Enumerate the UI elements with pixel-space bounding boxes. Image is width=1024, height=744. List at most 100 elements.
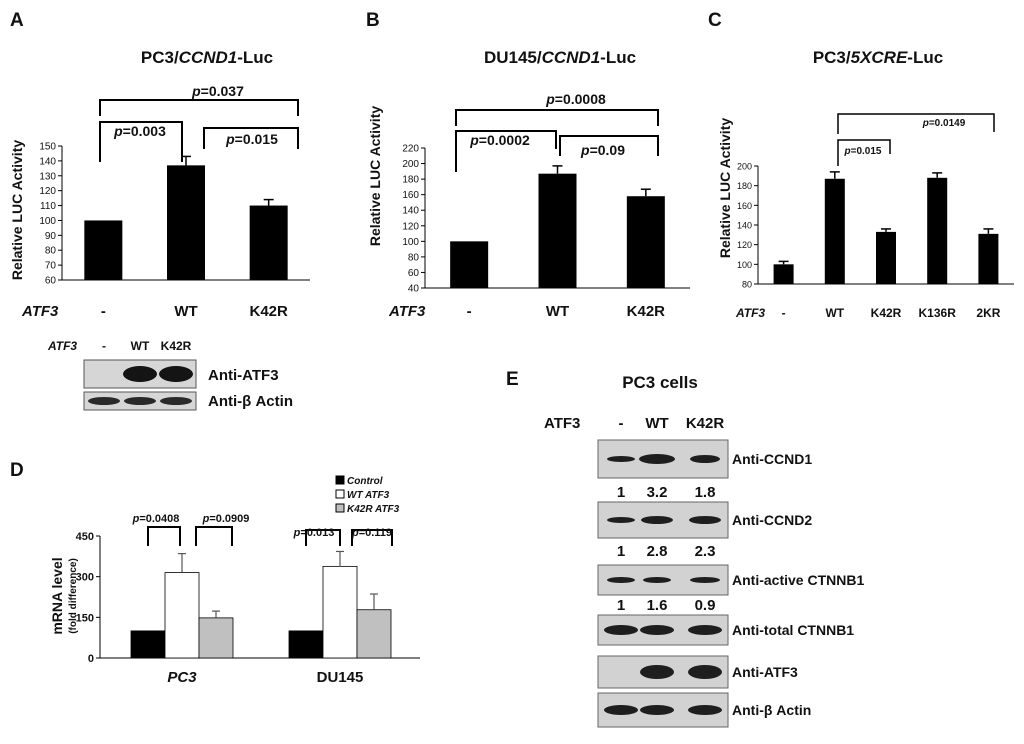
x-tick-label-b: WT — [546, 303, 569, 320]
blot-band-e — [688, 625, 722, 635]
wb-lane-e-1: - — [619, 415, 624, 432]
panel-title-e: PC3 cells — [622, 373, 698, 392]
y-tick-label-a: 90 — [45, 231, 57, 242]
y-tick-label-b: 120 — [402, 221, 419, 232]
band-quant-e: 2.8 — [647, 543, 668, 560]
p-value-d-2: p=0.0909 — [202, 513, 250, 525]
blot-band-e — [640, 665, 674, 679]
bar-a — [249, 205, 288, 280]
y-axis-label-a: Relative LUC Activity — [9, 140, 25, 281]
panel-letter-b: B — [366, 10, 380, 31]
y-tick-label-d: 300 — [76, 572, 94, 584]
band-quant-e: 1 — [617, 484, 625, 501]
bar-c — [978, 233, 999, 284]
band-quant-e: 1.6 — [647, 597, 668, 614]
y-tick-label-d: 150 — [76, 612, 94, 624]
wb-row-label-e: Anti-CCND1 — [732, 451, 812, 467]
y-tick-label-b: 180 — [402, 175, 419, 186]
atf3-row-label-a: ATF3 — [21, 303, 59, 320]
blot-band-e — [641, 516, 673, 524]
x-tick-label-c: K42R — [871, 306, 902, 320]
y-tick-label-a: 150 — [39, 142, 56, 153]
plot-area-c: 80 100 120 140 160 180 200 - WT K42R K136R 2KR — [737, 162, 1014, 320]
wb-atf3-label-a: ATF3 — [47, 339, 77, 353]
wb-lane-e-2: WT — [645, 415, 668, 432]
plot-area-a: 60 70 80 90 100 110 120 130 140 150 - WT K42R — [39, 142, 310, 320]
blot-band-e — [689, 516, 721, 524]
blot-band-e — [690, 455, 720, 463]
x-tick-label-d: PC3 — [167, 669, 197, 686]
blot-band-e — [607, 456, 635, 462]
y-tick-label-b: 40 — [408, 284, 420, 295]
atf3-row-label-b: ATF3 — [388, 303, 426, 320]
x-tick-label-b: - — [467, 303, 472, 320]
y-tick-label-a: 140 — [39, 156, 56, 167]
p-value-a-2: p=0.015 — [225, 131, 278, 147]
western-blot-a — [83, 359, 197, 411]
wb-row-label-e: Anti-total CTNNB1 — [732, 622, 854, 638]
plot-area-b: 40 60 80 100 120 140 160 180 200 220 - WT K42R — [402, 144, 690, 320]
y-tick-label-c: 160 — [737, 201, 752, 211]
bar-b — [538, 173, 577, 288]
band-quant-e: 1.8 — [695, 484, 716, 501]
panel-letter-d: D — [10, 460, 24, 481]
p-value-b-2: p=0.09 — [580, 142, 625, 158]
x-tick-label-a: WT — [174, 303, 197, 320]
band-quant-e: 1 — [617, 597, 625, 614]
blot-band-e — [640, 705, 674, 715]
legend-label-control: Control — [347, 476, 383, 487]
p-value-d-4: p=0.119 — [351, 527, 392, 539]
panel-d: D mRNA level (fold difference) 0 150 300 45… — [10, 460, 420, 686]
panel-letter-c: C — [708, 10, 722, 31]
atf3-row-label-c: ATF3 — [735, 306, 765, 320]
quantification-e: 1 3.2 1.8 1 2.8 2.3 1 1.6 0.9 — [617, 484, 716, 614]
band-quant-e: 2.3 — [695, 543, 716, 560]
p-value-c-2: p=0.0149 — [922, 118, 966, 129]
wb-row-label-a-2: Anti-β Actin — [208, 393, 293, 410]
wb-lane-e-3: K42R — [686, 415, 725, 432]
wb-lane-a-3: K42R — [161, 339, 192, 353]
y-tick-label-b: 220 — [402, 144, 419, 155]
y-tick-label-b: 60 — [408, 268, 420, 279]
band-quant-e: 3.2 — [647, 484, 668, 501]
y-tick-label-b: 80 — [408, 252, 420, 263]
wb-lane-a-1: - — [102, 339, 106, 353]
y-tick-label-a: 60 — [45, 276, 57, 287]
bar-c — [824, 178, 845, 284]
y-tick-label-a: 110 — [40, 201, 56, 212]
p-value-a-3: p=0.037 — [191, 83, 244, 99]
x-tick-label-a: - — [101, 303, 106, 320]
x-tick-label-b: K42R — [627, 303, 666, 320]
legend-label-wt: WT ATF3 — [347, 490, 390, 501]
band-quant-e: 0.9 — [695, 597, 716, 614]
bar-a — [84, 220, 123, 280]
y-tick-label-c: 80 — [742, 280, 752, 290]
bar-c — [773, 264, 794, 284]
significance-b — [455, 109, 659, 172]
chart-title-a: PC3/CCND1-Luc — [141, 48, 273, 67]
x-tick-label-c: WT — [825, 306, 844, 320]
y-tick-label-a: 100 — [39, 216, 56, 227]
bar-d — [198, 617, 234, 659]
x-tick-label-c: - — [782, 306, 786, 320]
panel-letter-a: A — [10, 10, 24, 31]
y-tick-label-a: 130 — [39, 171, 56, 182]
western-blot-e — [597, 439, 729, 728]
wb-row-label-e: Anti-β Actin — [732, 702, 811, 718]
wb-row-label-e: Anti-ATF3 — [732, 664, 798, 680]
significance-c — [837, 113, 995, 166]
y-tick-label-c: 120 — [737, 240, 752, 250]
bar-b — [450, 241, 489, 288]
wb-row-label-e: Anti-CCND2 — [732, 512, 812, 528]
wb-lane-a-2: WT — [131, 339, 150, 353]
bar-d — [130, 630, 166, 659]
legend-label-k42r: K42R ATF3 — [347, 504, 400, 515]
bar-d — [356, 609, 392, 659]
y-tick-label-a: 70 — [45, 261, 57, 272]
bar-c — [927, 177, 948, 284]
blot-band-e — [604, 625, 638, 635]
wb-row-label-e: Anti-active CTNNB1 — [732, 572, 864, 588]
y-tick-label-d: 0 — [88, 653, 94, 665]
y-axis-label-d: mRNA level — [49, 557, 65, 634]
